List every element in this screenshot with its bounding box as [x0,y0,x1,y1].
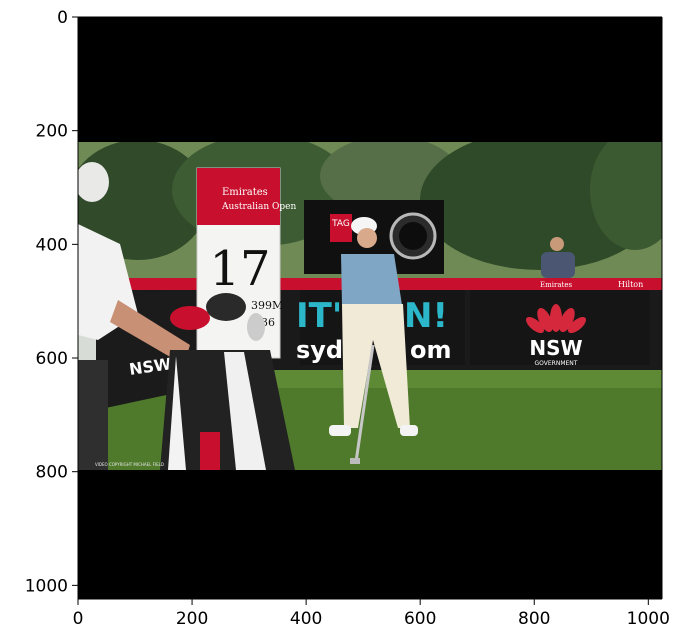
y-tick-label: 200 [36,122,68,142]
x-tick-label: 1000 [627,609,670,629]
copyright-text: VIDEO COPYRIGHT MICHAEL FIELD [95,462,164,467]
nsw-banner: NSW GOVERNMENT Hilton Emirates [525,280,643,367]
x-tick-label: 0 [73,609,84,629]
golfer [329,217,418,464]
y-tick-label: 0 [57,8,68,28]
y-tick-label: 600 [36,349,68,369]
x-axis-ticks: 0 200 400 600 800 1000 [73,599,670,629]
x-tick-label: 400 [290,609,322,629]
emirates-small-board: Emirates [540,281,572,289]
sponsor-name: Emirates [222,187,268,198]
x-tick-label: 800 [518,609,550,629]
tree-far-right [590,142,662,250]
banner-text-3: syd [296,336,343,364]
banner-text-4: om [410,336,452,364]
golf-photo: TAG Emirates Australian Open 17 399M 436… [78,142,662,470]
y-tick-label: 800 [36,463,68,483]
axis-spines [77,16,663,600]
tag-label: TAG [331,219,350,229]
x-tick-label: 600 [404,609,436,629]
event-name: Australian Open [221,202,296,212]
hole-number: 17 [209,241,270,297]
x-tick-label: 200 [176,609,208,629]
y-tick-label: 1000 [25,576,68,596]
y-axis-ticks: 0 200 400 600 800 1000 [25,8,78,596]
nsw-text: NSW [529,336,582,360]
banner-text-2: N! [404,296,448,336]
hole-distance: 399M [251,299,283,312]
golf-bag [160,293,295,470]
hole-sign: Emirates Australian Open 17 399M 436 [196,167,296,359]
spectator-right [541,237,575,278]
caddie-left [78,162,190,470]
gov-text: GOVERNMENT [535,360,578,367]
hilton-text: Hilton [618,280,643,289]
tree-left [78,142,208,260]
y-tick-label: 400 [36,235,68,255]
waratah-logo [525,304,587,334]
